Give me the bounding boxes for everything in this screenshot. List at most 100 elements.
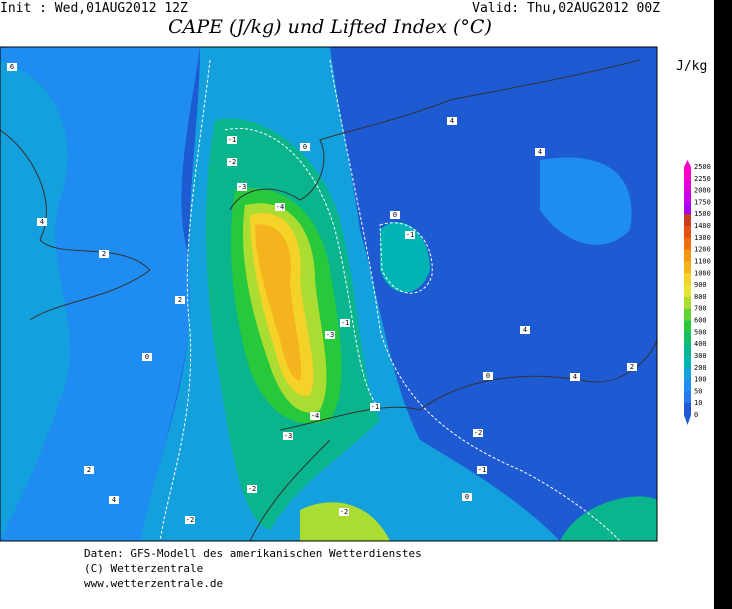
contour-label-box <box>227 158 237 166</box>
contour-label-box <box>283 432 293 440</box>
contour-label: -1 <box>228 136 236 144</box>
colorbar-top-cap <box>684 160 691 167</box>
colorbar-label: 900 <box>694 281 707 289</box>
contour-label-box <box>483 372 493 380</box>
right-border <box>714 0 732 609</box>
contour-label-box <box>227 136 237 144</box>
contour-label: 4 <box>40 218 44 226</box>
contour-label-box <box>310 412 320 420</box>
contour-label-box <box>627 363 637 371</box>
colorbar-label: 2250 <box>694 175 711 183</box>
contour-label-box <box>84 466 94 474</box>
contour-label-box <box>99 250 109 258</box>
colorbar-label: 1000 <box>694 269 711 277</box>
colorbar-label: 1750 <box>694 198 711 206</box>
contour-label-box <box>462 493 472 501</box>
colorbar-segment <box>684 249 691 262</box>
contour-label-box <box>247 485 257 493</box>
colorbar-segment <box>684 214 691 227</box>
colorbar-label: 700 <box>694 305 707 313</box>
colorbar-segment <box>684 355 691 369</box>
contour-label-box <box>142 353 152 361</box>
contour-label: -4 <box>276 203 284 211</box>
init-time: Init : Wed,01AUG2012 12Z <box>0 1 188 16</box>
contour-label: -2 <box>474 429 482 437</box>
contour-label: 0 <box>145 353 149 361</box>
contour-label-box <box>405 231 415 239</box>
colorbar-label: 1100 <box>694 257 711 265</box>
colorbar-label: 600 <box>694 317 707 325</box>
colorbar-label: 500 <box>694 328 707 336</box>
colorbar-segment <box>684 226 691 239</box>
colorbar-label: 0 <box>694 411 698 419</box>
colorbar: 2500225020001750150014001300120011001000… <box>684 160 711 425</box>
colorbar-segment <box>684 237 691 250</box>
contour-label: 0 <box>393 211 397 219</box>
contour-label-box <box>339 508 349 516</box>
colorbar-label: 10 <box>694 399 702 407</box>
contour-label: -1 <box>341 319 349 327</box>
colorbar-segment <box>684 320 691 333</box>
contour-label: -4 <box>311 412 319 420</box>
contour-label-box <box>520 326 530 334</box>
colorbar-label: 1500 <box>694 210 711 218</box>
contour-label-box <box>325 331 335 339</box>
contour-label-box <box>370 403 380 411</box>
contour-label-box <box>109 496 119 504</box>
contour-label: 0 <box>465 493 469 501</box>
colorbar-label: 1400 <box>694 222 711 230</box>
colorbar-label: 1200 <box>694 246 711 254</box>
colorbar-unit: J/kg <box>676 59 707 74</box>
colorbar-segment <box>684 178 691 191</box>
contour-label: 6 <box>10 63 14 71</box>
contour-label: -3 <box>238 183 246 191</box>
footer-url: www.wetterzentrale.de <box>84 577 223 590</box>
colorbar-segment <box>684 285 691 298</box>
contour-label-box <box>185 516 195 524</box>
contour-label: -1 <box>406 231 414 239</box>
contour-label-box <box>390 211 400 219</box>
colorbar-label: 800 <box>694 293 707 301</box>
colorbar-segment <box>684 332 691 345</box>
contour-label: -2 <box>186 516 194 524</box>
footer-source: Daten: GFS-Modell des amerikanischen Wet… <box>84 547 422 560</box>
contour-label: -1 <box>371 403 379 411</box>
footer-copyright: (C) Wetterzentrale <box>84 562 203 575</box>
contour-label: 4 <box>538 148 542 156</box>
map-title: CAPE (J/kg) und Lifted Index (°C) <box>168 16 492 38</box>
colorbar-segment <box>684 167 691 180</box>
contour-label: 2 <box>178 296 182 304</box>
colorbar-segment <box>684 261 691 274</box>
colorbar-segment <box>684 379 691 392</box>
contour-labels: 6 -1 -2 -3 -4 0 0 -1 -1 -3 -4 -3 -1 -2 -1 0 4 4 4 2 2 0 2 4 0 4 2 4… <box>7 63 637 524</box>
colorbar-label: 300 <box>694 352 707 360</box>
colorbar-label: 2500 <box>694 163 711 171</box>
contour-label: 2 <box>630 363 634 371</box>
colorbar-segment <box>684 367 691 380</box>
colorbar-bottom-cap <box>684 415 691 425</box>
colorbar-segment <box>684 273 691 286</box>
contour-label: -1 <box>478 466 486 474</box>
colorbar-label: 100 <box>694 376 707 384</box>
colorbar-label: 1300 <box>694 234 711 242</box>
contour-label-box <box>570 373 580 381</box>
contour-label-box <box>300 143 310 151</box>
contour-label-box <box>237 183 247 191</box>
colorbar-segment <box>684 344 691 357</box>
contour-label: -2 <box>340 508 348 516</box>
contour-label: 4 <box>450 117 454 125</box>
colorbar-label: 2000 <box>694 187 711 195</box>
contour-label-box <box>37 218 47 226</box>
map <box>0 46 658 542</box>
contour-label-box <box>7 63 17 71</box>
contour-label-box <box>477 466 487 474</box>
contour-label: -3 <box>326 331 334 339</box>
contour-label-box <box>447 117 457 125</box>
colorbar-label: 50 <box>694 387 702 395</box>
contour-label-box <box>275 203 285 211</box>
valid-time: Valid: Thu,02AUG2012 00Z <box>472 1 660 16</box>
contour-label: 0 <box>303 143 307 151</box>
colorbar-segment <box>684 296 691 310</box>
contour-label: 2 <box>87 466 91 474</box>
